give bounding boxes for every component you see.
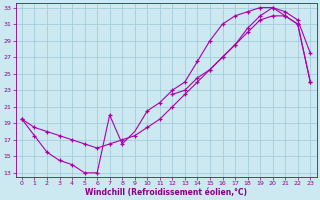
X-axis label: Windchill (Refroidissement éolien,°C): Windchill (Refroidissement éolien,°C): [85, 188, 247, 197]
